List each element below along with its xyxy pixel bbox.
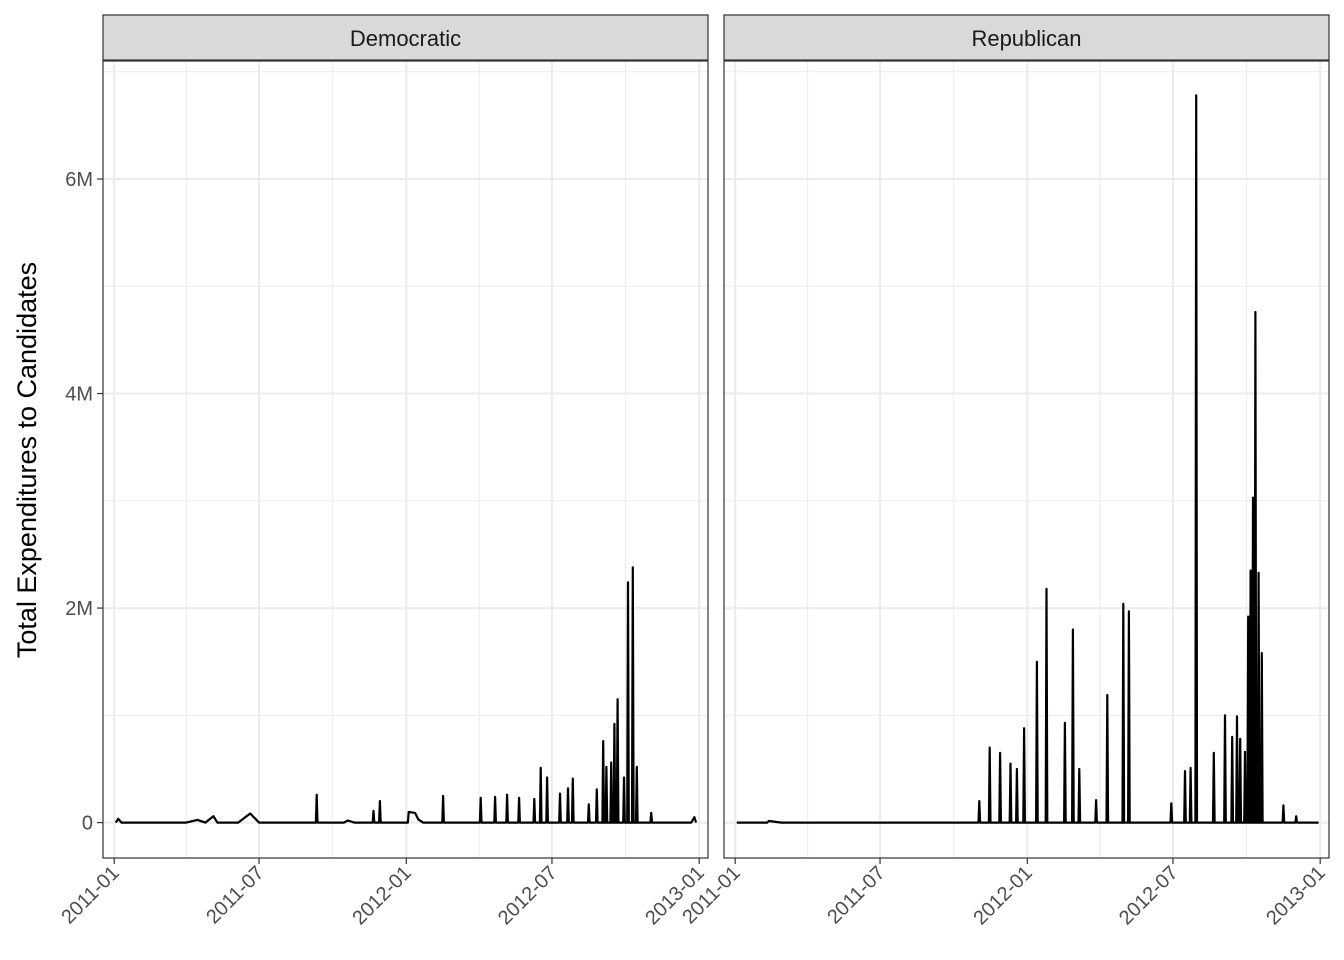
panel-border [102, 60, 709, 859]
series-line-democratic [114, 566, 698, 824]
y-axis-title: Total Expenditures to Candidates [12, 262, 42, 658]
facet-strip-label: Republican [971, 26, 1081, 51]
series-line-republican [736, 94, 1319, 824]
y-tick-label: 4M [65, 384, 93, 406]
facet-strip [723, 14, 1330, 61]
panel-border [723, 60, 1330, 859]
y-tick-label: 2M [65, 598, 93, 620]
facet-strip [102, 14, 709, 61]
y-tick-label: 6M [65, 169, 93, 191]
y-tick-label: 0 [82, 813, 93, 835]
facet-strip-label: Democratic [350, 26, 461, 51]
